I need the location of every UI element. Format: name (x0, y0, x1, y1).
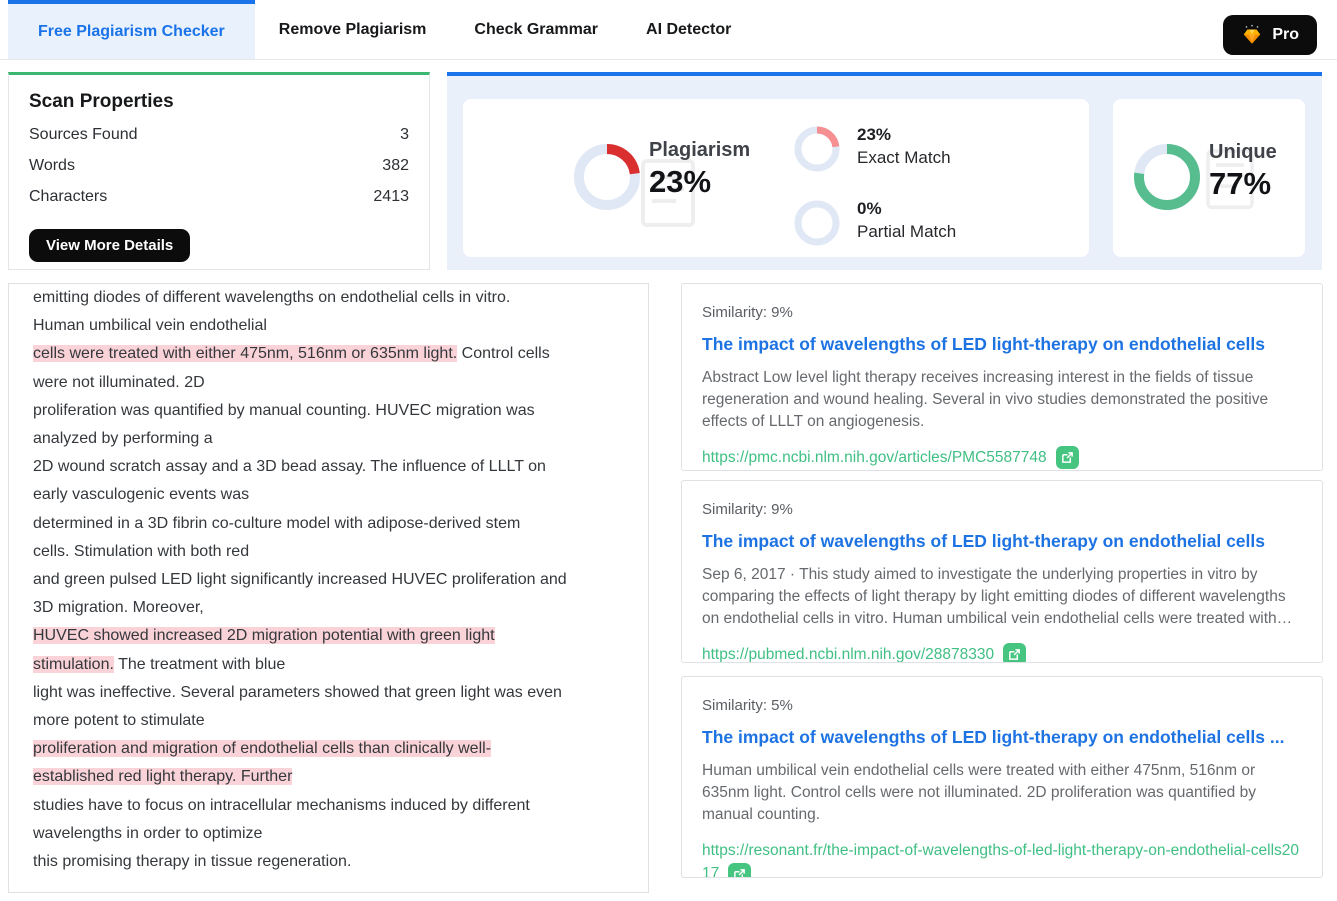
view-more-details-button[interactable]: View More Details (29, 229, 191, 262)
gem-icon (1244, 24, 1261, 44)
tab-label: Remove Plagiarism (278, 20, 427, 38)
document-watermark-icon (1206, 149, 1254, 209)
partial-match-donut-chart (794, 200, 840, 246)
document-watermark-icon (641, 159, 695, 227)
tab-remove-plagiarism[interactable]: Remove Plagiarism (255, 0, 451, 59)
unique-label: Unique (1209, 141, 1277, 163)
partial-match-label: Partial Match (857, 222, 957, 241)
exact-match-row: 23% Exact Match (793, 125, 951, 173)
exact-match-text: 23% Exact Match (857, 125, 951, 168)
tab-check-grammar[interactable]: Check Grammar (450, 0, 622, 59)
scan-row-label: Characters (29, 188, 108, 205)
similarity-badge: Similarity: 9% (702, 501, 793, 518)
source-description: Human umbilical vein endothelial cells w… (702, 762, 1256, 823)
source-description: Abstract Low level light therapy receive… (702, 369, 1269, 430)
partial-match-row: 0% Partial Match (793, 199, 956, 247)
unique-score-block: Unique 77% (1209, 141, 1277, 202)
source-card-3: Similarity: 5% The impact of wavelengths… (681, 676, 1323, 878)
partial-match-value: 0% (857, 199, 882, 218)
tab-ai-detector[interactable]: AI Detector (622, 0, 755, 59)
pro-button-label: Pro (1272, 26, 1299, 43)
unique-summary-card: Unique 77% (1113, 99, 1305, 257)
plagiarized-segment: proliferation and migration of endotheli… (33, 740, 492, 786)
text-segment: The treatment with blue light was ineffe… (33, 655, 562, 730)
top-nav: Free Plagiarism Checker Remove Plagiaris… (0, 0, 1337, 60)
plagiarism-score-block: Plagiarism 23% (649, 139, 750, 200)
document-panel[interactable]: emitting diodes of different wavelengths… (8, 283, 649, 893)
scan-row-value: 2413 (373, 188, 409, 205)
plagiarism-donut-chart (574, 144, 640, 210)
similarity-badge: Similarity: 9% (702, 304, 793, 321)
scan-row-words: Words 382 (29, 157, 409, 175)
scan-properties-card: Scan Properties Sources Found 3 Words 38… (8, 72, 430, 270)
source-url-link[interactable]: https://pmc.ncbi.nlm.nih.gov/articles/PM… (702, 449, 1047, 466)
scan-row-value: 3 (400, 126, 409, 143)
text-segment: emitting diodes of different wavelengths… (33, 289, 511, 335)
scan-row-value: 382 (382, 157, 409, 174)
text-segment: studies have to focus on intracellular m… (33, 796, 530, 871)
plagiarized-segment: cells were treated with either 475nm, 51… (33, 345, 458, 363)
plagiarism-value: 23% (649, 164, 712, 199)
results-summary-strip: Plagiarism 23% 23% Exact Match 0% Partia… (447, 72, 1322, 270)
tab-free-plagiarism-checker[interactable]: Free Plagiarism Checker (8, 0, 255, 59)
unique-value: 77% (1209, 166, 1272, 201)
external-link-icon[interactable] (728, 862, 752, 877)
document-text: emitting diodes of different wavelengths… (33, 284, 624, 876)
plagiarism-summary-card: Plagiarism 23% 23% Exact Match 0% Partia… (463, 99, 1089, 257)
source-link-row: https://pubmed.ncbi.nlm.nih.gov/28878330 (702, 643, 1302, 663)
source-title-link[interactable]: The impact of wavelengths of LED light-t… (702, 334, 1265, 354)
source-url-link[interactable]: https://resonant.fr/the-impact-of-wavele… (702, 842, 1300, 878)
scan-properties-title: Scan Properties (29, 91, 174, 112)
scan-row-sources: Sources Found 3 (29, 126, 409, 144)
source-card-2: Similarity: 9% The impact of wavelengths… (681, 480, 1323, 663)
tab-label: Free Plagiarism Checker (38, 22, 225, 40)
tab-label: Check Grammar (474, 20, 599, 38)
scan-row-label: Words (29, 157, 75, 174)
source-link-row: https://resonant.fr/the-impact-of-wavele… (702, 839, 1302, 878)
scan-row-characters: Characters 2413 (29, 188, 409, 206)
source-url-link[interactable]: https://pubmed.ncbi.nlm.nih.gov/28878330 (702, 646, 995, 663)
pro-button[interactable]: Pro (1223, 15, 1317, 55)
partial-match-text: 0% Partial Match (857, 199, 956, 242)
unique-donut-chart (1134, 144, 1200, 210)
exact-match-value: 23% (857, 125, 892, 144)
source-description: Sep 6, 2017 · This study aimed to invest… (702, 566, 1293, 627)
similarity-badge: Similarity: 5% (702, 697, 793, 714)
exact-match-donut-chart (794, 126, 840, 172)
scan-row-label: Sources Found (29, 126, 138, 143)
external-link-icon[interactable] (1003, 643, 1027, 662)
plagiarism-label: Plagiarism (649, 139, 751, 161)
tab-label: AI Detector (646, 20, 732, 38)
source-title-link[interactable]: The impact of wavelengths of LED light-t… (702, 531, 1265, 551)
text-segment: Control cells were not illuminated. 2D p… (33, 345, 567, 617)
external-link-icon[interactable] (1055, 446, 1079, 470)
exact-match-label: Exact Match (857, 148, 951, 167)
source-link-row: https://pmc.ncbi.nlm.nih.gov/articles/PM… (702, 446, 1302, 470)
source-title-link[interactable]: The impact of wavelengths of LED light-t… (702, 727, 1285, 747)
source-card-1: Similarity: 9% The impact of wavelengths… (681, 283, 1323, 471)
